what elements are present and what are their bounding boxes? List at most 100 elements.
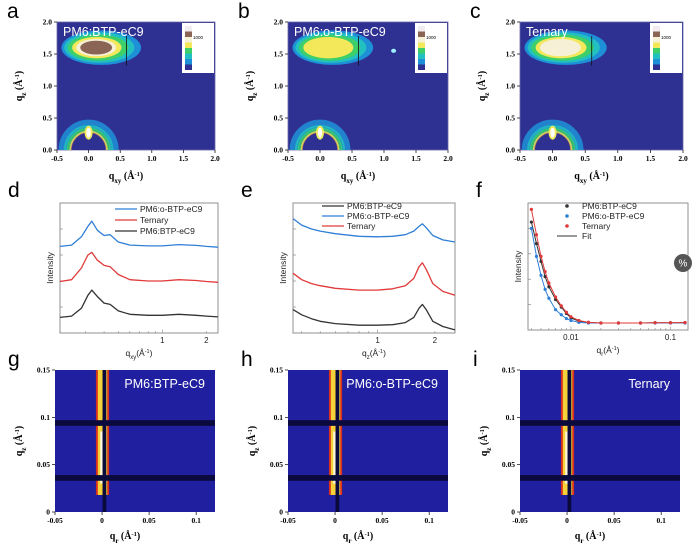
label-subscript: xy	[114, 177, 122, 185]
y-axis-label: qz (Å-1)	[13, 426, 28, 457]
colorbar-swatch	[185, 42, 192, 48]
y-tick-label: 1.5	[274, 50, 284, 59]
y-axis-label: qz (Å-1)	[13, 71, 28, 102]
y-tick-label: 0.15	[37, 366, 50, 375]
label-q: q	[14, 95, 25, 101]
panel-letter: e	[241, 179, 253, 202]
colorbar-swatch	[418, 59, 425, 65]
label-exponent: -1	[364, 531, 369, 538]
data-point	[543, 269, 547, 274]
series-line	[59, 289, 219, 319]
x-tick-label: 1.5	[646, 154, 656, 163]
data-point	[683, 321, 687, 325]
colorbar-label: 1000	[193, 35, 204, 40]
ring-interior	[71, 132, 106, 150]
y-tick-label: 2.0	[506, 18, 516, 27]
label-exponent: -1	[600, 171, 605, 178]
x-tick-label: 1.5	[179, 154, 189, 163]
label-subscript: z	[367, 355, 370, 361]
y-tick-label: 0.1	[274, 413, 284, 422]
x-tick-label: 0.5	[581, 154, 591, 163]
panel-title: Ternary	[628, 377, 670, 391]
label-close: )	[245, 71, 256, 74]
specular-spot-core	[550, 127, 555, 138]
panel-letter: a	[7, 0, 19, 23]
percent-icon[interactable]: %	[674, 254, 692, 272]
data-point	[534, 233, 539, 237]
detector-gap	[520, 420, 680, 426]
x-tick-label: 1.0	[379, 154, 389, 163]
label-exponent: -1	[131, 531, 136, 538]
y-tick-label: 0.5	[274, 114, 284, 123]
label-subscript: xy	[130, 355, 136, 361]
map-background	[55, 370, 215, 512]
chart-f: f 0.01 0.1 PM6:BTP-eC9PM6:o-BTP-eC9TernaryF…	[476, 179, 689, 358]
x-tick-label: 0.0	[84, 154, 94, 163]
label-q: q	[109, 171, 115, 182]
y-tick-label: 1.0	[506, 82, 516, 91]
colorbar-swatch	[185, 37, 192, 43]
legend-label: Ternary	[582, 221, 611, 231]
label-exponent: -1	[612, 346, 617, 352]
x-tick-label: -0.05	[512, 516, 528, 525]
data-point	[543, 287, 547, 291]
scattering-ring	[289, 119, 351, 151]
label-q: q	[574, 171, 580, 182]
x-axis-label: qxy (Å-1)	[574, 170, 608, 185]
y-tick-label: 0.1	[506, 413, 516, 422]
x-tick-label: 0	[333, 516, 337, 525]
scattering-ring	[58, 119, 119, 151]
label-unit: (Å	[476, 79, 488, 93]
data-point	[547, 281, 551, 285]
label-q: q	[575, 531, 581, 542]
overlay-symbol: %	[679, 259, 688, 270]
label-close: )	[140, 171, 143, 182]
label-close: )	[617, 345, 620, 355]
label-subscript: xy	[580, 177, 588, 185]
detector-gap	[55, 475, 215, 481]
label-close: )	[247, 426, 258, 429]
x-axis-label: qz(Å-1)	[362, 348, 386, 361]
streak-core	[100, 431, 103, 484]
data-point	[653, 321, 657, 325]
x-tick-label: 0	[565, 516, 569, 525]
data-point	[599, 321, 603, 325]
label-exponent: -1	[14, 74, 21, 79]
overlay-badge	[674, 254, 692, 272]
x-tick-label: 0.5	[347, 154, 357, 163]
panel-letter: g	[8, 348, 20, 371]
colorbar-swatch	[653, 59, 660, 65]
legend-label-fit: Fit	[582, 231, 592, 241]
x-tick-label: 1.0	[147, 154, 157, 163]
y-tick-label: 0.15	[502, 366, 515, 375]
label-subscript: z	[20, 93, 28, 96]
label-close: )	[14, 71, 25, 74]
label-close: )	[383, 348, 386, 358]
map-background	[520, 370, 680, 512]
colorbar-label: 1000	[661, 35, 672, 40]
panel-title: PM6:o-BTP-eC9	[346, 377, 438, 391]
colorbar-swatch	[653, 37, 660, 43]
colorbar-swatch	[418, 53, 425, 59]
x-tick-label: -0.05	[280, 516, 296, 525]
y-tick-label: 0.15	[270, 366, 283, 375]
label-subscript: z	[485, 448, 493, 451]
detector-gap	[520, 475, 680, 481]
y-tick-label: 0.05	[502, 460, 515, 469]
label-subscript: r	[601, 352, 603, 358]
x-tick-label: -0.5	[51, 154, 63, 163]
data-point	[559, 313, 563, 317]
x-axis-label: qr (Å-1)	[343, 530, 374, 545]
legend-label: Ternary	[140, 215, 169, 225]
panel-title: PM6:BTP-eC9	[124, 377, 205, 391]
label-unit: (Å	[353, 170, 367, 182]
panel-letter: f	[476, 179, 482, 202]
label-unit: (Å	[370, 348, 379, 358]
x-tick-label: -0.5	[514, 154, 526, 163]
label-subscript: r	[348, 537, 351, 545]
colorbar-swatch	[185, 53, 192, 59]
